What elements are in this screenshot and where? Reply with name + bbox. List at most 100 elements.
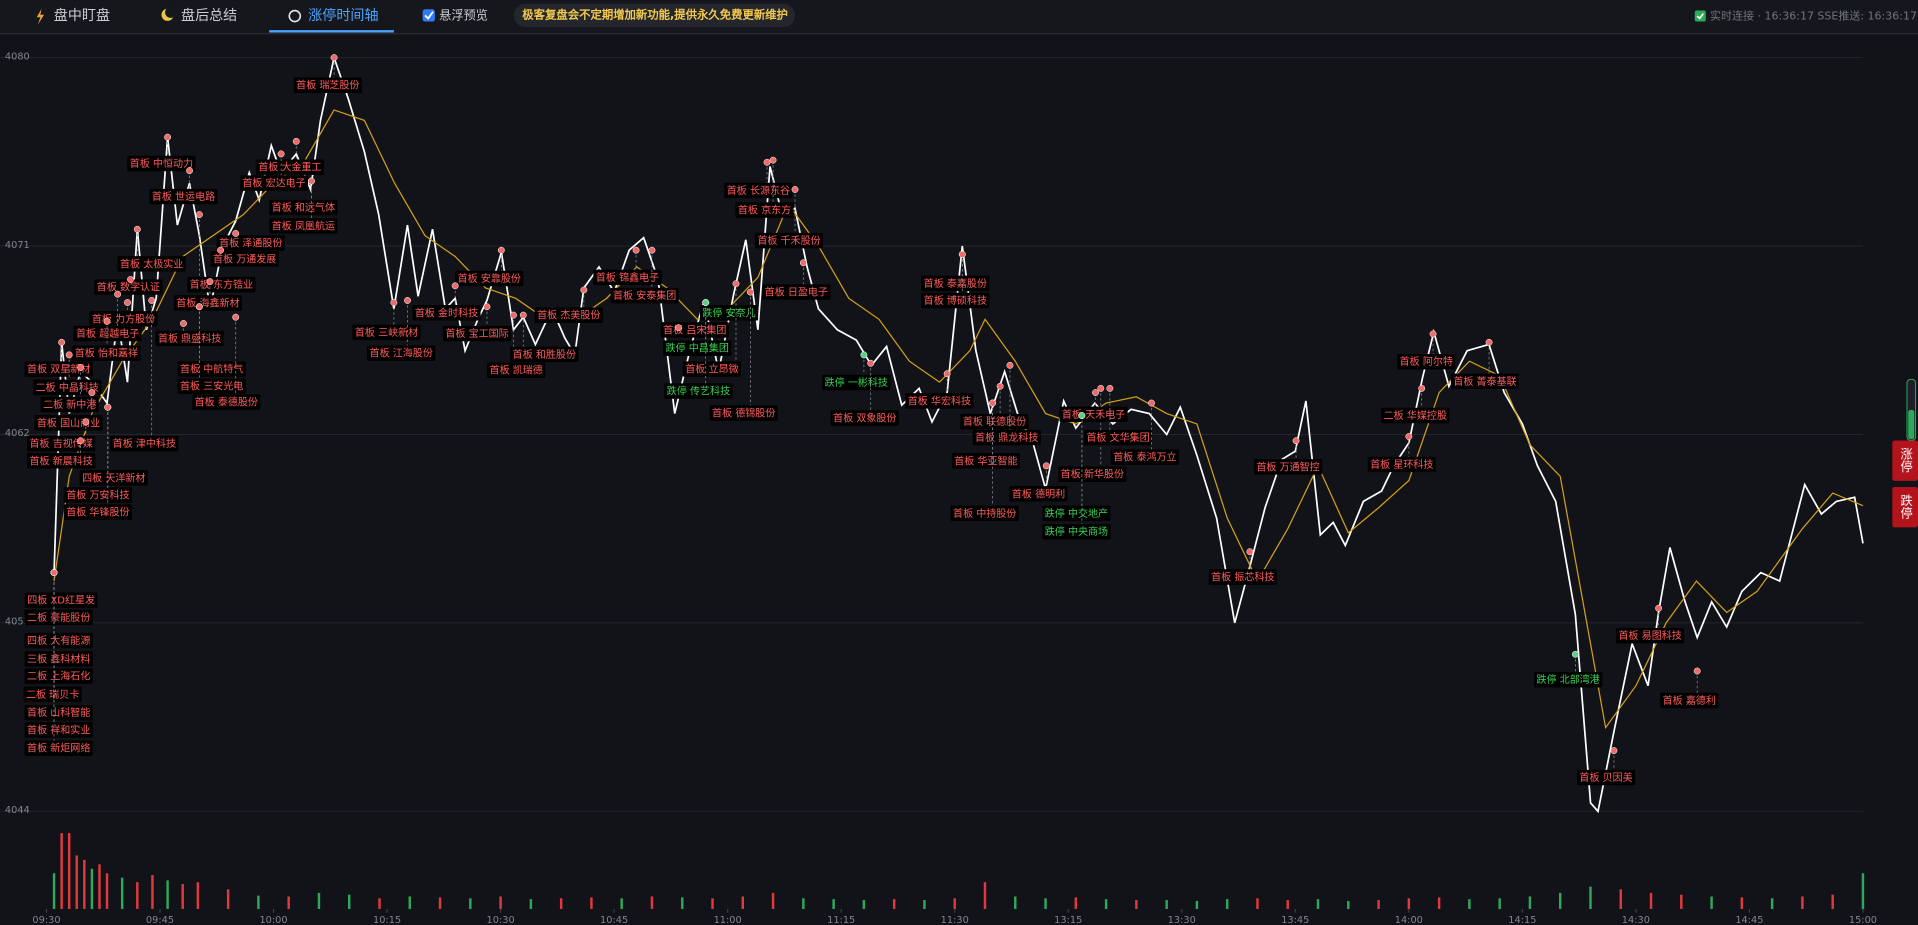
x-tick-label: 11:30	[941, 915, 969, 925]
volume-bar	[559, 898, 563, 909]
annotation-label: 首板 双星新材	[27, 363, 90, 376]
event-dot	[1571, 650, 1579, 658]
annotation-label: 首板 怡和嘉祥	[75, 347, 138, 360]
volume-bar	[1558, 892, 1562, 909]
tab-icon	[165, 6, 177, 18]
volume-bar	[166, 880, 169, 909]
x-tick-label: 13:45	[1281, 915, 1309, 925]
label-bg	[724, 182, 793, 199]
label-bg	[216, 235, 285, 251]
annotation-label: 首板 中持股份	[953, 507, 1016, 520]
event-dot	[195, 303, 203, 311]
event-dot	[860, 351, 868, 359]
volume-bar	[983, 882, 987, 909]
volume-bar	[1861, 873, 1865, 909]
event-dot	[989, 399, 996, 407]
annotation-label: 首板 华锋股份	[66, 506, 129, 519]
volume-bar	[1801, 896, 1804, 909]
label-bg	[24, 668, 93, 684]
label-bg	[709, 405, 778, 421]
label-bg	[293, 77, 362, 93]
tab[interactable]: 盘后总结	[181, 7, 237, 24]
tab[interactable]: 盘中盯盘	[54, 7, 110, 24]
x-tick-label: 10:00	[259, 915, 287, 925]
volume-bar	[60, 833, 63, 909]
volume-bar	[1225, 899, 1229, 909]
annotation-label: 首板 吕宋集团	[663, 323, 726, 336]
status: 实时连接 · 16:36:17 SSE推送: 16:36:17	[1710, 9, 1917, 23]
label-bg	[24, 632, 93, 649]
volume-bar	[226, 889, 230, 909]
x-tick-label: 13:15	[1054, 915, 1082, 925]
event-dot	[82, 418, 90, 426]
label-bg	[27, 453, 96, 469]
limit-down-button[interactable]	[1892, 486, 1918, 528]
volume-bar	[1316, 899, 1320, 909]
annotation-label: 首板 中航特气	[180, 363, 243, 376]
label-bg	[173, 295, 243, 311]
annotation-label: 首板 安泰集团	[613, 289, 676, 302]
annotation-label: 首板 凤凰航运	[272, 219, 335, 232]
annotation-label: 首板 泽通股份	[219, 237, 282, 250]
volume-bar	[469, 898, 472, 909]
volume-bar	[105, 873, 109, 909]
label-bg	[94, 279, 163, 295]
event-dot	[148, 297, 156, 304]
label-bg	[210, 251, 279, 267]
event-dot	[124, 299, 131, 306]
event-dot	[1148, 399, 1155, 407]
label-bg	[921, 275, 990, 292]
annotation-label: 首板 安靠股份	[458, 272, 521, 285]
event-dot	[390, 299, 398, 306]
event-dot	[1092, 389, 1099, 397]
event-dot	[1429, 330, 1437, 338]
annotation-label: 二板 瑞贝卡	[26, 688, 79, 701]
label-bg	[412, 305, 481, 321]
volume-bar	[1347, 900, 1350, 909]
annotation-label: 跌停 安奈儿	[702, 306, 755, 319]
checkbox-label[interactable]: 悬浮预览	[439, 8, 488, 23]
annotation-label: 首板 振芯科技	[1211, 570, 1274, 583]
volume-bar	[741, 896, 745, 909]
annotation-label: 首板 鼎龙科技	[975, 431, 1038, 444]
x-tick-label: 10:15	[373, 915, 401, 925]
event-dot	[799, 259, 807, 267]
annotation-label: 首板 日盈电子	[765, 285, 828, 298]
volume-bar	[1286, 900, 1289, 909]
volume-bar	[1710, 896, 1713, 909]
volume-bar	[832, 899, 835, 909]
volume-bar	[181, 883, 184, 909]
label-bg	[1534, 672, 1603, 688]
checkbox[interactable]	[422, 9, 435, 22]
event-dot	[232, 313, 240, 321]
volume-bar	[1468, 899, 1471, 909]
tab-icon	[288, 9, 302, 23]
volume-bar	[1135, 900, 1138, 909]
event-dot	[1418, 384, 1426, 392]
volume-bar	[317, 892, 321, 909]
label-bg	[1083, 429, 1153, 446]
label-bg	[24, 592, 98, 608]
event-dot	[1097, 384, 1105, 392]
limit-up-button[interactable]	[1892, 440, 1918, 481]
annotation-label: 首板 江海股份	[370, 347, 433, 360]
top-bar	[0, 0, 1918, 34]
volume-bar	[257, 895, 260, 909]
event-dot	[217, 246, 224, 254]
annotation-label: 首板 泰嘉股份	[924, 277, 987, 290]
annotation-label: 首板 海鑫新材	[176, 296, 239, 309]
annotation-label: 首板 锦鑫电子	[596, 271, 659, 284]
x-tick-label: 11:15	[827, 915, 855, 925]
volume-bar	[408, 896, 411, 909]
annotation-label: 首板 长源东谷	[727, 184, 790, 197]
event-dot	[632, 246, 640, 254]
annotation-label: 首板 华亚智能	[954, 454, 1017, 467]
label-bg	[24, 722, 93, 738]
annotation-label: 跌停 传艺科技	[667, 385, 730, 398]
label-bg	[822, 374, 891, 391]
label-bg	[63, 487, 132, 503]
annotation-label: 首板 三峡新材	[355, 326, 418, 339]
tab-active[interactable]: 涨停时间轴	[308, 7, 378, 24]
